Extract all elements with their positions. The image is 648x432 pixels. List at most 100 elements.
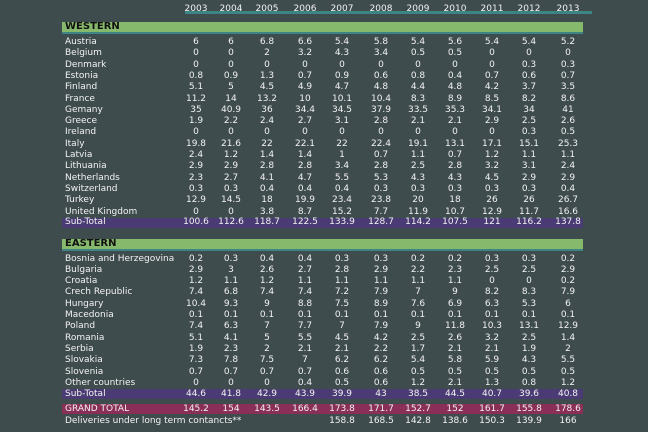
cell-2013: 3.5 [560,82,576,93]
cell-2006: 0.1 [297,310,313,320]
cell-2003: 12.9 [185,195,207,206]
cell-2004: 14.5 [220,195,242,206]
cell-2006: 5.5 [297,332,313,343]
cell-2013: 2.4 [560,161,576,172]
cell-2013: 1.1 [560,150,576,160]
cell-2003: 0.1 [188,310,204,320]
cell-2010: 6.9 [447,298,463,309]
cell-2005: 2.4 [259,116,275,127]
row-label: Denmark [65,59,107,70]
table-row: United Kingdom 0 0 3.8 8.7 15.2 7.7 11.9 10.7 12.… [0,207,648,218]
cell-2011: 121 [483,217,501,228]
cell-2003: 1.9 [188,116,204,127]
cell-2006: 166.4 [292,403,318,414]
cell-2004: 2.2 [223,116,239,127]
table-row: Belgium 0 0 2 3.2 4.3 3.4 0.5 0.5 0 0 0 [0,48,648,59]
cell-2011: 8.2 [484,287,500,298]
row-label: Hungary [65,298,104,309]
table-row: Bosnia and Herzegovina 0.2 0.3 0.4 0.4 0.3 0.3… [0,254,648,265]
cell-2004: 2.7 [223,172,239,183]
cell-2012: 5.4 [521,37,537,47]
cell-2008: 6.2 [373,355,389,366]
cell-2011: 40.7 [481,388,503,399]
cell-2007: 0.9 [334,70,350,81]
cell-2013: 40.8 [557,388,579,399]
cell-2009: 33.5 [407,104,429,115]
cell-2008: 0.3 [373,253,389,264]
cell-2009: 2.2 [410,264,426,275]
cell-2013: 166 [559,416,577,426]
cell-2006: 8.7 [297,206,313,217]
cell-2012: 8.3 [521,287,537,298]
table-row: France 11.2 14 13.2 10 10.1 10.4 8.3 8.9 8.5 8.2 8.… [0,94,648,105]
cell-2010: 2.3 [447,264,463,275]
western-subtotal-row: Sub-Total 100.6 112.6 118.7 122.5 133.9 128.7 1… [0,217,648,228]
cell-2013: 1.2 [560,377,576,388]
cell-2011: 0.3 [484,183,500,194]
cell-2003: 10.4 [185,298,207,309]
cell-2012: 2.5 [521,264,537,275]
cell-2011: 0 [489,276,495,287]
cell-2003: 5.1 [188,82,204,93]
cell-2003: 7.4 [188,287,204,298]
cell-2007: 7 [339,321,345,332]
cell-2012: 0 [526,276,532,287]
table-row: Crech Republic 7.4 6.8 7.4 7.4 7.2 7.9 7 9 8.2 8.3… [0,287,648,298]
row-label: Estonia [65,70,99,81]
cell-2008: 0.7 [373,150,389,160]
cell-2010: 10.7 [444,206,466,217]
cell-2004: 21.6 [220,138,242,149]
cell-2006: 1.1 [297,276,313,287]
cell-2005: 0.1 [259,310,275,320]
cell-2006: 8.8 [297,298,313,309]
cell-2013: 0.1 [560,310,576,320]
cell-2005: 118.7 [254,217,280,228]
cell-2004: 0.9 [223,70,239,81]
cell-2012: 2.9 [521,172,537,183]
cell-2011: 5.4 [484,37,500,47]
cell-2011: 2.5 [484,264,500,275]
cell-2012: 13.1 [518,321,540,332]
cell-2013: 0 [565,48,571,59]
cell-2003: 0 [193,59,199,70]
table-row: Other countries 0 0 0 0.4 0.5 0.6 1.2 2.1 1.3 0.8 1… [0,378,648,389]
cell-2004: 14 [225,93,237,104]
cell-2009: 7.6 [410,298,426,309]
cell-2004: 2.9 [223,161,239,172]
cell-2005: 13.2 [256,93,278,104]
eastern-region-band: EASTERN [62,239,583,251]
cell-2004: 0 [228,59,234,70]
cell-2006: 122.5 [292,217,318,228]
cell-2013: 1.4 [560,332,576,343]
cell-2009: 1.2 [410,377,426,388]
cell-2007: 3.4 [334,161,350,172]
cell-2003: 0.7 [188,366,204,377]
cell-2004: 6.8 [223,287,239,298]
cell-2009: 11.9 [407,206,429,217]
row-label: Ireland [65,127,97,138]
cell-2005: 36 [261,104,273,115]
cell-2007: 2.8 [334,264,350,275]
cell-2007: 4.7 [334,82,350,93]
table-row: Bulgaria 2.9 3 2.6 2.7 2.8 2.9 2.2 2.3 2.5 2.5 2.9 [0,265,648,276]
cell-2006: 19.9 [294,195,316,206]
cell-2006: 2.8 [297,161,313,172]
cell-2008: 23.8 [370,195,392,206]
row-label: Serbia [65,343,94,354]
cell-2007: 5.5 [334,172,350,183]
cell-2010: 2.1 [447,116,463,127]
cell-2012: 34 [523,104,535,115]
cell-2006: 0.4 [297,377,313,388]
cell-2003: 1.9 [188,343,204,354]
cell-2013: 41 [562,104,574,115]
cell-2006: 43.9 [294,388,316,399]
table-row: Gemany 35 40.9 36 34.4 34.5 37.9 33.5 35.3 34.1 34… [0,105,648,116]
cell-2010: 5.6 [447,37,463,47]
cell-2004: 7.8 [223,355,239,366]
cell-2012: 139.9 [516,416,542,426]
cell-2011: 3.2 [484,332,500,343]
cell-2004: 0.1 [223,310,239,320]
cell-2004: 154 [222,403,240,414]
cell-2009: 38.5 [407,388,429,399]
cell-2006: 7.4 [297,287,313,298]
